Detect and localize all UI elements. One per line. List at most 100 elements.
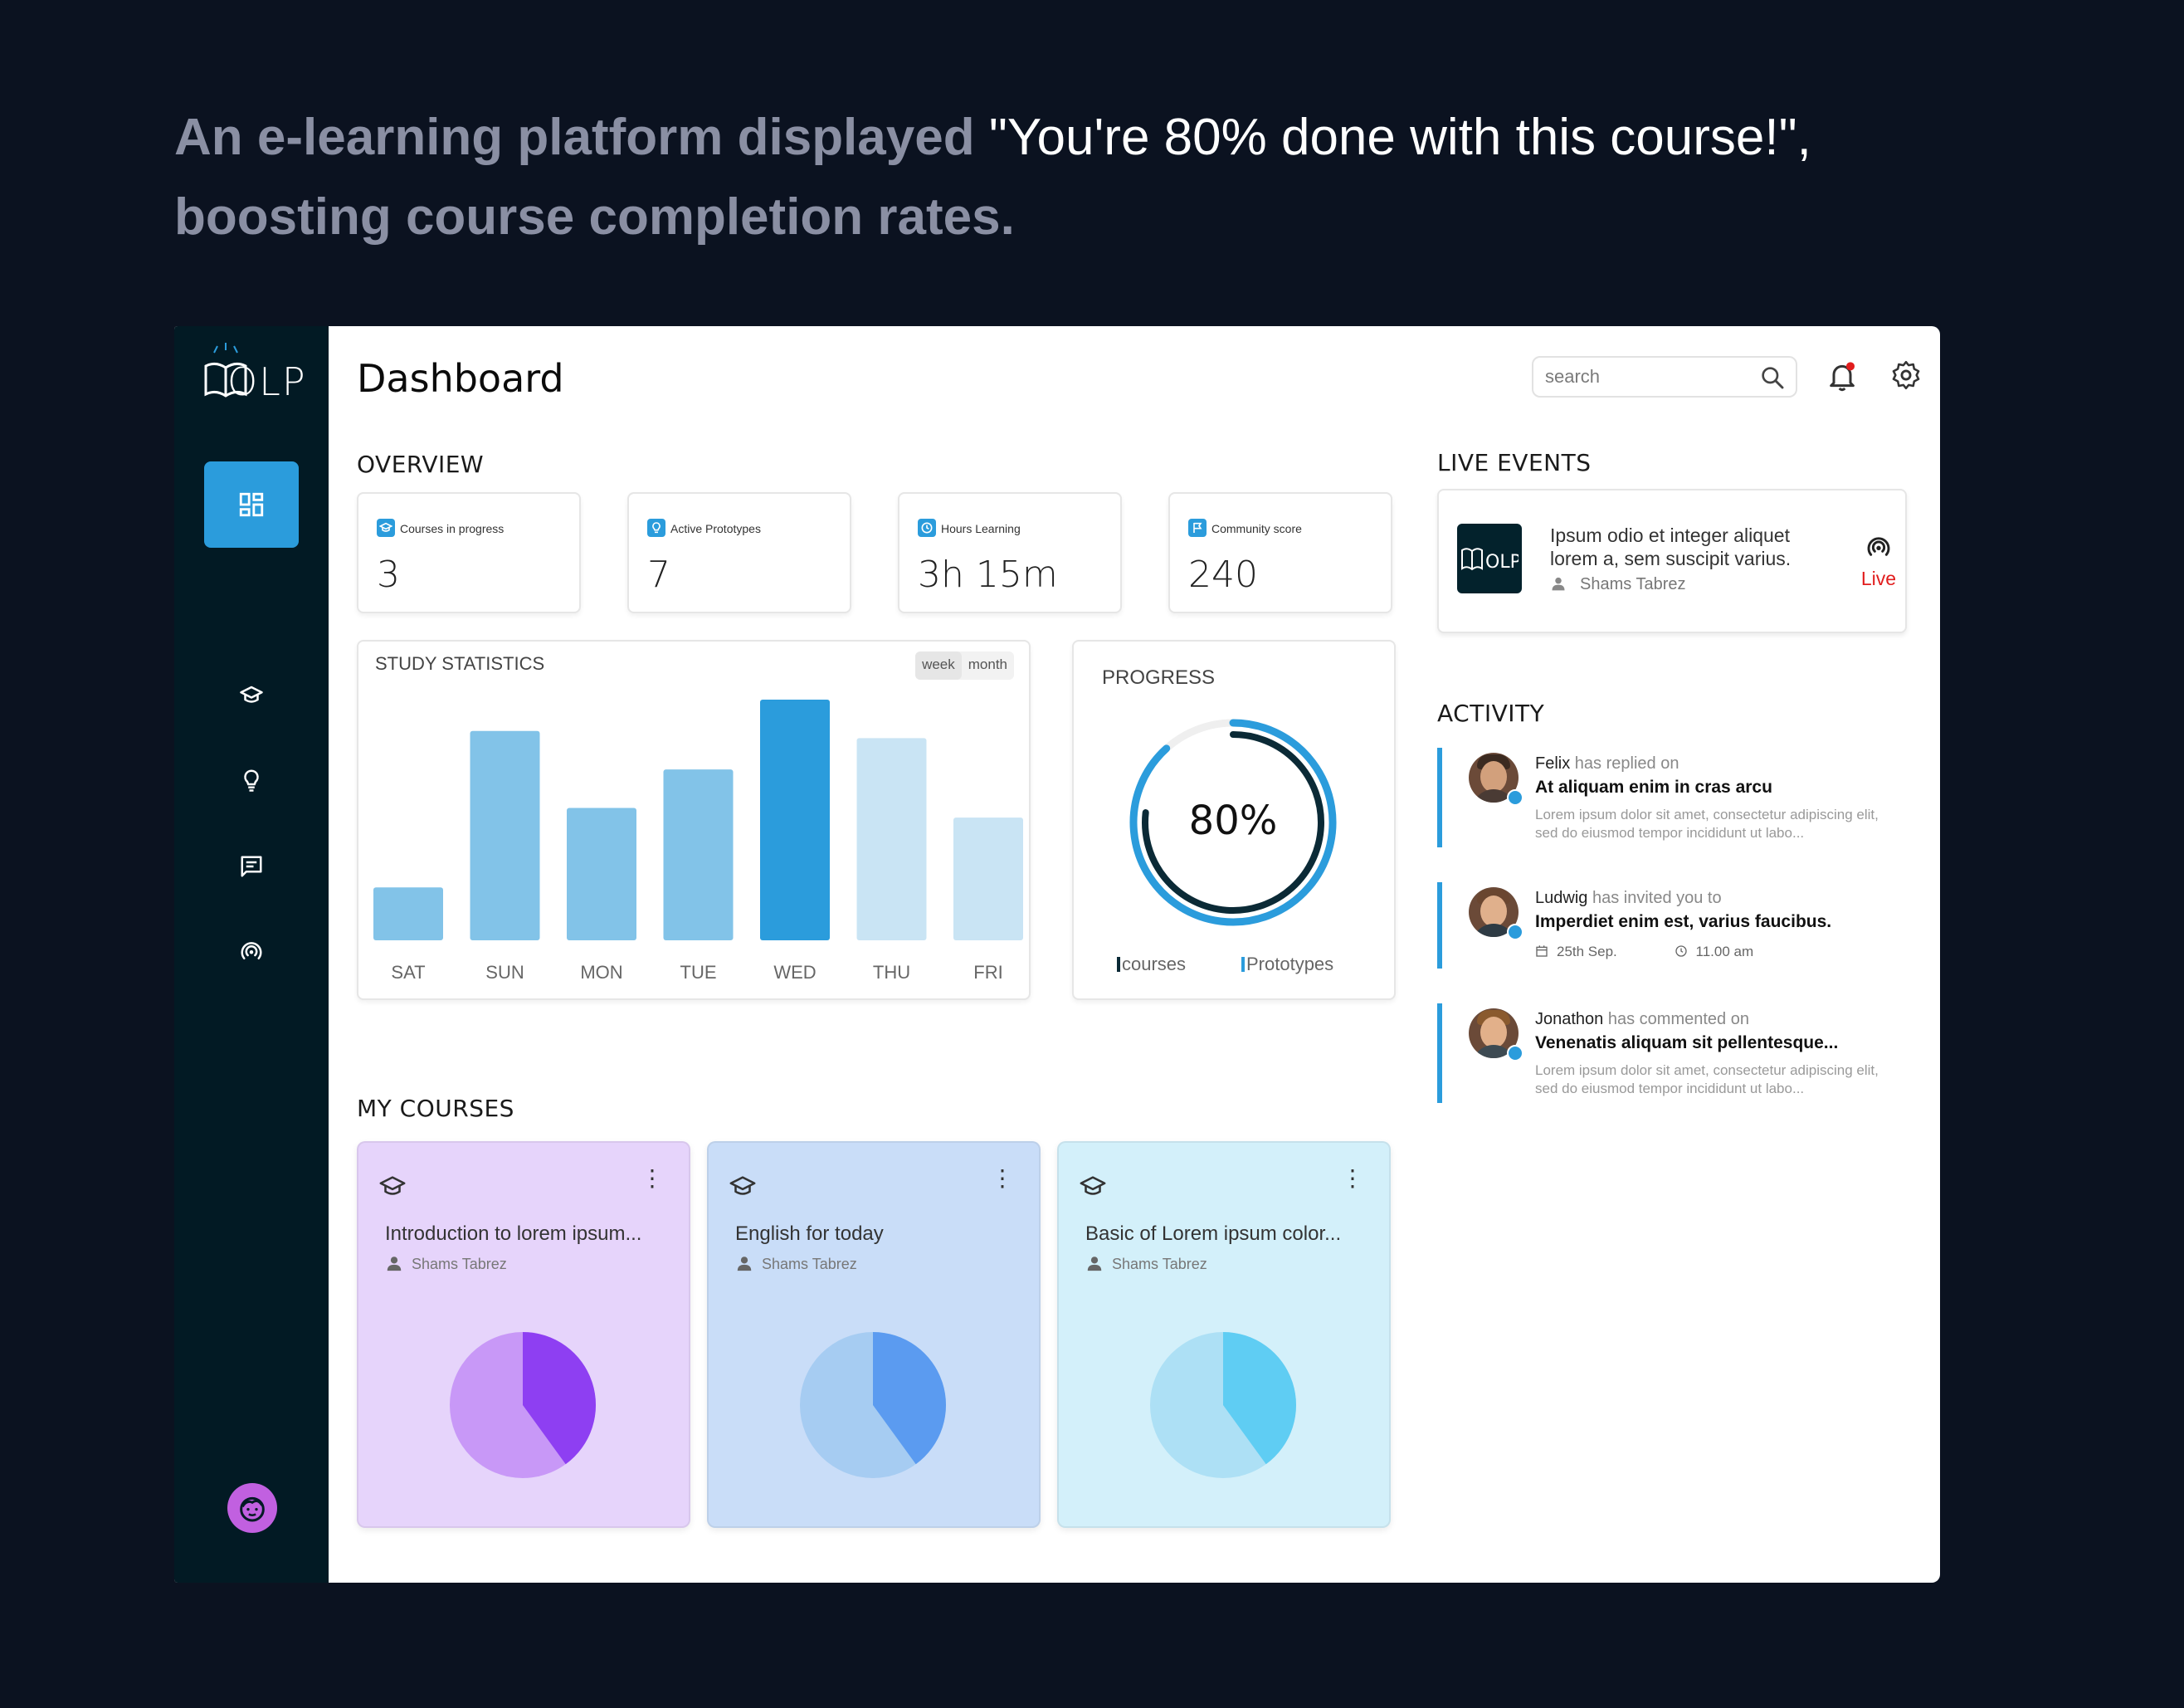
nav-dashboard[interactable] <box>204 461 299 548</box>
stat-card-community[interactable]: Community score 240 <box>1168 492 1392 613</box>
logo-text: OLP <box>227 359 307 404</box>
event-author-name: Shams Tabrez <box>1580 575 1686 593</box>
x-tick-label: TUE <box>680 962 717 983</box>
nav-live[interactable] <box>231 930 272 972</box>
activity-accent-bar <box>1437 748 1442 847</box>
user-avatar[interactable] <box>227 1483 277 1533</box>
activity-body: Lorem ipsum dolor sit amet, consectetur … <box>1535 1062 1879 1096</box>
event-description: Ipsum odio et integer aliquet lorem a, s… <box>1550 525 1792 569</box>
course-author: Shams Tabrez <box>412 1256 507 1272</box>
activity-user: Ludwig <box>1535 889 1588 907</box>
pie-completed <box>1223 1332 1296 1465</box>
more-options-icon[interactable]: ⋮ <box>991 1165 1014 1191</box>
activity-subject: At aliquam enim in cras arcu <box>1535 778 1772 797</box>
flag-icon <box>1188 519 1207 537</box>
course-card[interactable]: ⋮ Introduction to lorem ipsum... Shams T… <box>357 1141 690 1528</box>
person-icon <box>1552 577 1565 591</box>
graduation-cap-icon <box>240 686 263 703</box>
bar-tue <box>663 769 734 940</box>
x-tick-label: SAT <box>391 962 425 983</box>
calendar-icon <box>1536 945 1548 957</box>
activity-item[interactable]: Jonathon has commented on Venenatis aliq… <box>1437 1003 1907 1103</box>
graduation-cap-icon <box>377 519 395 537</box>
legend-swatch-prototypes <box>1241 957 1245 972</box>
activity-header: Jonathon has commented on <box>1535 1010 1749 1029</box>
person-icon <box>737 1257 752 1271</box>
more-options-icon[interactable]: ⋮ <box>641 1165 664 1191</box>
stat-value: 3h 15m <box>918 554 1058 596</box>
live-event-card[interactable]: OLP Ipsum odio et integer aliquet lorem … <box>1437 489 1907 633</box>
course-name: Introduction to lorem ipsum... <box>385 1222 642 1245</box>
sidebar: OLP <box>174 326 329 1583</box>
activity-user: Felix <box>1535 754 1571 773</box>
page-title: Dashboard <box>357 356 564 401</box>
stat-card-prototypes[interactable]: Active Prototypes 7 <box>627 492 851 613</box>
search-box[interactable] <box>1532 356 1797 398</box>
notification-bell-icon[interactable] <box>1826 359 1859 397</box>
legend-prototypes: Prototypes <box>1241 954 1333 975</box>
activity-item[interactable]: Ludwig has invited you to Imperdiet enim… <box>1437 882 1907 969</box>
activity-action: has commented on <box>1607 1010 1749 1028</box>
progress-card: PROGRESS 80% courses Prototypes <box>1072 640 1396 1000</box>
person-icon <box>1087 1257 1102 1271</box>
invite-badge-icon <box>1507 924 1523 940</box>
logo <box>201 338 317 404</box>
activity-header: Felix has replied on <box>1535 754 1679 773</box>
stat-value: 240 <box>1188 554 1258 596</box>
headline-highlight: "You're 80% done with this course!", <box>988 109 1811 166</box>
bar-thu <box>856 738 927 940</box>
activity-item[interactable]: Felix has replied on At aliquam enim in … <box>1437 748 1907 847</box>
stat-label: Active Prototypes <box>670 522 761 535</box>
broadcast-icon <box>1867 537 1890 556</box>
x-tick-label: THU <box>873 962 910 983</box>
more-options-icon[interactable]: ⋮ <box>1341 1165 1364 1191</box>
activity-accent-bar <box>1437 882 1442 969</box>
toggle-week[interactable]: week <box>915 651 962 680</box>
reply-badge-icon <box>1507 789 1523 806</box>
pie-completed <box>873 1332 946 1465</box>
headline-tail: boosting course completion rates. <box>174 188 1015 246</box>
search-input[interactable] <box>1545 364 1744 389</box>
activity-subject: Imperdiet enim est, varius faucibus. <box>1535 912 1832 931</box>
bar-sun <box>470 730 540 940</box>
gear-icon[interactable] <box>1890 359 1922 395</box>
event-logo-text: OLP <box>1485 552 1519 573</box>
nav-courses[interactable] <box>231 675 272 716</box>
logo-book-icon <box>204 343 247 398</box>
activity-meta: 25th Sep. 11.00 am <box>1535 944 1753 960</box>
stat-value: 3 <box>377 554 400 596</box>
course-progress-pie <box>450 1332 596 1478</box>
stat-label: Community score <box>1211 522 1302 535</box>
stat-card-hours[interactable]: Hours Learning 3h 15m <box>898 492 1122 613</box>
legend-courses: courses <box>1117 954 1186 975</box>
study-statistics-card: STUDY STATISTICS week month SAT SUN MON TUE… <box>357 640 1031 1000</box>
activity-accent-bar <box>1437 1003 1442 1103</box>
x-tick-label: FRI <box>973 962 1002 983</box>
clock-icon <box>1675 945 1687 957</box>
toggle-month[interactable]: month <box>968 656 1007 672</box>
activity-action: has invited you to <box>1592 889 1722 907</box>
headline: An e-learning platform displayed "You're… <box>174 98 2000 257</box>
activity-time: 11.00 am <box>1695 944 1754 959</box>
x-tick-label: SUN <box>485 962 524 983</box>
period-toggle[interactable]: week month <box>915 651 1014 680</box>
stat-label: Courses in progress <box>400 522 505 535</box>
nav-prototypes[interactable] <box>231 759 272 801</box>
live-events-title: LIVE EVENTS <box>1437 449 1592 476</box>
course-card[interactable]: ⋮ English for today Shams Tabrez <box>707 1141 1041 1528</box>
person-icon <box>387 1257 402 1271</box>
stat-card-courses[interactable]: Courses in progress 3 <box>357 492 581 613</box>
nav-messages[interactable] <box>231 846 272 887</box>
lightbulb-icon <box>647 519 665 537</box>
search-icon[interactable] <box>1759 364 1786 395</box>
overview-title: OVERVIEW <box>357 451 485 478</box>
course-card[interactable]: ⋮ Basic of Lorem ipsum color... Shams Ta… <box>1057 1141 1391 1528</box>
study-statistics-title: STUDY STATISTICS <box>375 653 545 674</box>
activity-action: has replied on <box>1574 754 1679 773</box>
legend-label: courses <box>1122 954 1187 974</box>
activity-subject: Venenatis aliquam sit pellentesque... <box>1535 1033 1839 1052</box>
course-author: Shams Tabrez <box>762 1256 857 1272</box>
bar-fri <box>953 817 1023 940</box>
course-name: English for today <box>735 1222 884 1245</box>
graduation-cap-icon <box>379 1176 406 1195</box>
